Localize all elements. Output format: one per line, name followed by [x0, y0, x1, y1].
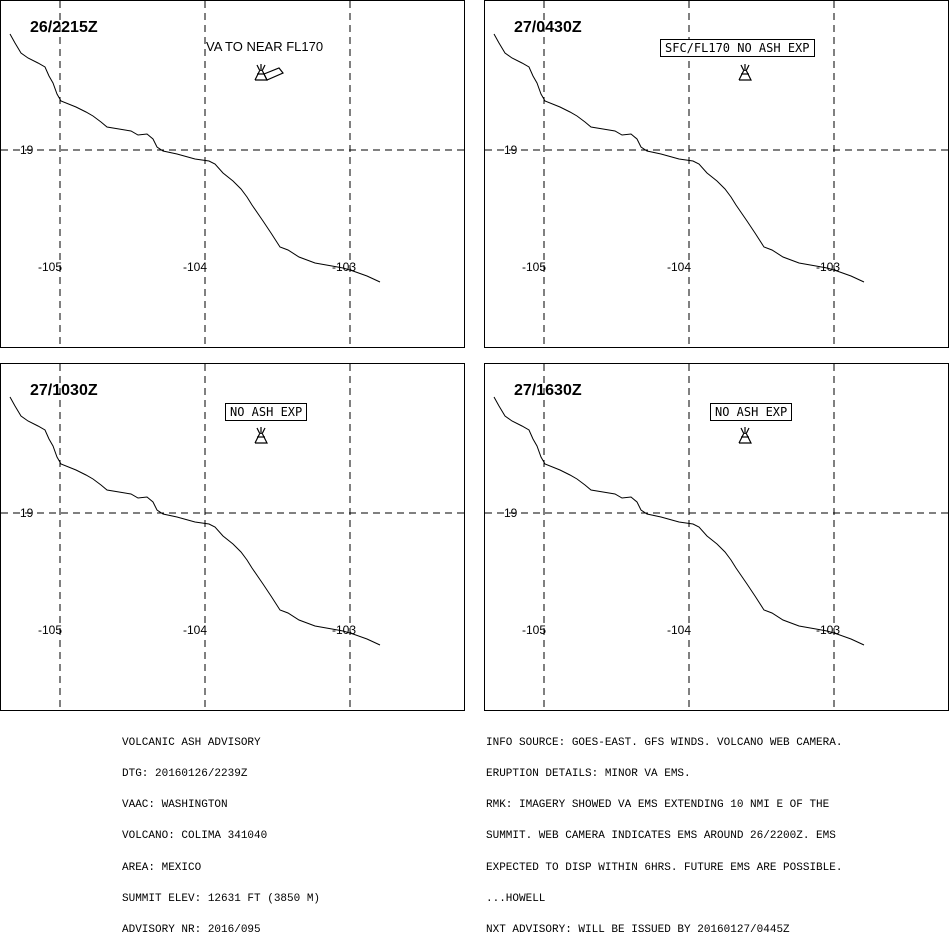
advisory-line: DTG: 20160126/2239Z	[122, 768, 248, 781]
lon-label-3: -103	[816, 623, 841, 637]
volcano-icon	[254, 427, 268, 444]
advisory-line: AREA: MEXICO	[122, 861, 202, 874]
coastline	[493, 396, 865, 646]
volcano-icon-plume	[256, 427, 266, 435]
forecast-panel-4: 27/1630Z NO ASH EXP 19 -105 -104 -103	[484, 363, 949, 711]
volcano-icon-cone	[738, 433, 752, 444]
volcano-icon-plume	[256, 64, 266, 72]
lon-label-2: -104	[183, 260, 208, 274]
advisory-line: VOLCANIC ASH ADVISORY	[122, 736, 261, 749]
coastline	[9, 396, 381, 646]
panel-time: 27/0430Z	[514, 19, 582, 36]
volcano-icon-cone	[254, 433, 268, 444]
volcano-icon	[738, 427, 752, 444]
forecast-label: NO ASH EXP	[710, 403, 793, 421]
map-svg	[485, 364, 948, 710]
map-svg	[1, 364, 464, 710]
advisory-line: VOLCANO: COLIMA 341040	[122, 830, 268, 843]
volcano-icon-plume	[740, 427, 750, 435]
forecast-panel-3: 27/1030Z NO ASH EXP 19 -105 -104 -103	[0, 363, 465, 711]
advisory-left: VOLCANIC ASH ADVISORY DTG: 20160126/2239…	[122, 717, 320, 946]
coastline	[9, 33, 381, 283]
lat-label: 19	[504, 506, 518, 520]
volcano-icon-plume	[740, 64, 750, 72]
ash-cloud-polygon	[263, 67, 284, 81]
advisory-right: INFO SOURCE: GOES-EAST. GFS WINDS. VOLCA…	[486, 717, 842, 946]
panel-time: 27/1630Z	[514, 382, 582, 399]
lat-label: 19	[504, 143, 518, 157]
map-svg	[485, 1, 948, 347]
advisory-line: SUMMIT. WEB CAMERA INDICATES EMS AROUND …	[486, 830, 836, 843]
advisory-line: ADVISORY NR: 2016/095	[122, 924, 261, 937]
advisory-line: ...HOWELL	[486, 892, 546, 905]
forecast-panel-1: 26/2215Z VA TO NEAR FL170 19 -105 -104 -…	[0, 0, 465, 348]
lon-label-1: -105	[38, 623, 63, 637]
lat-label: 19	[20, 506, 34, 520]
lon-label-2: -104	[183, 623, 208, 637]
advisory-line: SUMMIT ELEV: 12631 FT (3850 M)	[122, 892, 321, 905]
map-svg	[1, 1, 464, 347]
lon-label-3: -103	[816, 260, 841, 274]
lon-label-3: -103	[332, 623, 357, 637]
volcano-icon	[738, 64, 752, 81]
advisory-line: ERUPTION DETAILS: MINOR VA EMS.	[486, 768, 691, 781]
lon-label-1: -105	[38, 260, 63, 274]
advisory-line: VAAC: WASHINGTON	[122, 799, 228, 812]
forecast-panel-2: 27/0430Z SFC/FL170 NO ASH EXP 19 -105 -1…	[484, 0, 949, 348]
lon-label-2: -104	[667, 260, 692, 274]
panel-time: 27/1030Z	[30, 382, 98, 399]
forecast-label: NO ASH EXP	[225, 403, 308, 421]
forecast-label: VA TO NEAR FL170	[206, 39, 324, 54]
advisory-line: INFO SOURCE: GOES-EAST. GFS WINDS. VOLCA…	[486, 736, 843, 749]
coastline	[493, 33, 865, 283]
lat-label: 19	[20, 143, 34, 157]
advisory-line: NXT ADVISORY: WILL BE ISSUED BY 20160127…	[486, 924, 790, 937]
lon-label-1: -105	[522, 623, 547, 637]
advisory-line: RMK: IMAGERY SHOWED VA EMS EXTENDING 10 …	[486, 799, 830, 812]
volcano-icon-cone	[738, 70, 752, 81]
forecast-label: SFC/FL170 NO ASH EXP	[660, 39, 815, 57]
advisory-line: EXPECTED TO DISP WITHIN 6HRS. FUTURE EMS…	[486, 861, 843, 874]
panel-time: 26/2215Z	[30, 19, 98, 36]
lon-label-1: -105	[522, 260, 547, 274]
lon-label-2: -104	[667, 623, 692, 637]
lon-label-3: -103	[332, 260, 357, 274]
